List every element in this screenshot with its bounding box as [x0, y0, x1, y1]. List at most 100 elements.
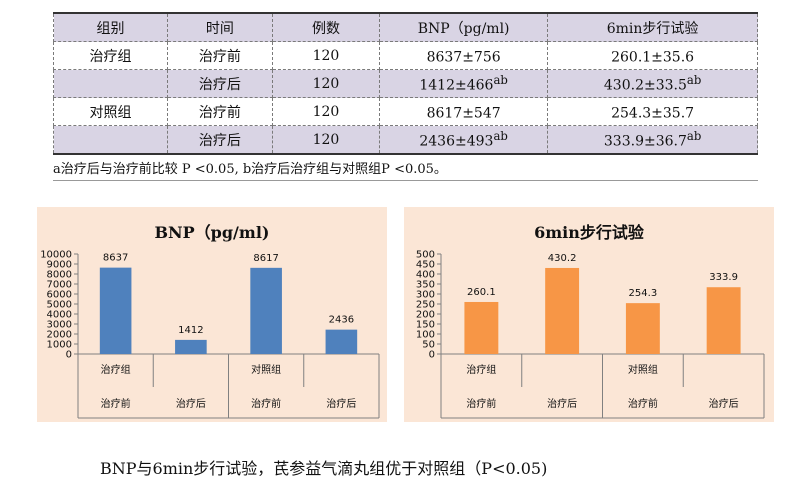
table-header-row: 组别 时间 例数 BNP（pg/ml) 6min步行试验	[53, 12, 758, 42]
bar	[545, 267, 580, 354]
y-tick-label: 1000	[47, 340, 72, 351]
data-label: 2436	[329, 315, 354, 326]
data-label: 8637	[103, 253, 128, 264]
y-tick-label: 400	[416, 270, 435, 281]
bnp-chart-panel: BNP（pg/ml) 0 1000 2000 3000 4000 5000 6000 7000…	[37, 207, 387, 422]
bar	[706, 287, 741, 354]
header-walk: 6min步行试验	[547, 12, 758, 42]
y-tick-label: 3000	[47, 320, 72, 331]
cell-group: 治疗组	[53, 41, 168, 70]
y-tick-label: 300	[416, 290, 435, 301]
cell-bnp: 8637±756	[379, 41, 549, 70]
bar	[325, 329, 358, 354]
cell-walk: 333.9±36.7ab	[547, 125, 758, 155]
chart-title: 6min步行试验	[534, 223, 644, 242]
x-tick-label-group: 对照组	[628, 363, 658, 376]
y-tick-label: 5000	[47, 300, 72, 311]
x-tick-label-time: 治疗后	[547, 397, 577, 410]
bnp-chart: 0100020003000400050006000700080009000100…	[40, 250, 380, 419]
bar	[99, 267, 132, 354]
table-row: 治疗后 120 2436±493ab 333.9±36.7ab	[53, 125, 758, 155]
cell-bnp: 1412±466ab	[379, 69, 549, 98]
bnp-value: 2436±493	[419, 133, 494, 150]
x-tick-label-time: 治疗前	[628, 397, 658, 410]
cell-group	[53, 125, 168, 155]
bnp-sup: ab	[493, 73, 508, 88]
header-bnp: BNP（pg/ml)	[379, 12, 549, 42]
header-group: 组别	[53, 12, 168, 42]
x-tick-label-time: 治疗后	[326, 397, 356, 410]
walk-value: 260.1±35.6	[611, 49, 695, 66]
cell-time: 治疗前	[166, 41, 273, 70]
header-time: 时间	[166, 12, 273, 42]
y-tick-label: 250	[416, 300, 435, 311]
walk-sup: ab	[686, 129, 702, 144]
y-tick-label: 200	[416, 310, 435, 321]
caption: BNP与6min步行试验，芪参益气滴丸组优于对照组（P<0.05)	[100, 459, 548, 478]
y-tick-label: 6000	[47, 290, 72, 301]
data-label: 333.9	[709, 272, 738, 283]
cell-walk: 254.3±35.7	[547, 97, 758, 126]
y-tick-label: 150	[416, 320, 435, 331]
data-label: 254.3	[629, 288, 658, 299]
x-tick-label-time: 治疗前	[466, 397, 496, 410]
cell-time: 治疗前	[166, 97, 273, 126]
bar	[175, 339, 207, 354]
cell-group	[53, 69, 168, 98]
cell-walk: 260.1±35.6	[547, 41, 758, 70]
cell-bnp: 8617±547	[379, 97, 549, 126]
header-count: 例数	[271, 12, 381, 42]
cell-group: 对照组	[53, 97, 168, 126]
cell-count: 120	[271, 41, 381, 70]
cell-count: 120	[271, 97, 381, 126]
x-tick-label-time: 治疗前	[251, 397, 281, 410]
y-tick-label: 100	[416, 330, 435, 341]
bnp-value: 8617±547	[426, 105, 501, 122]
y-tick-label: 7000	[47, 280, 72, 291]
walk-value: 430.2±33.5	[603, 77, 687, 94]
bnp-sup: ab	[493, 129, 508, 144]
x-tick-label-time: 治疗前	[101, 397, 131, 410]
bar	[250, 267, 282, 354]
x-tick-label-group: 对照组	[251, 363, 281, 376]
table-footnote: a治疗后与治疗前比较 P <0.05, b治疗后治疗组与对照组P <0.05。	[53, 162, 447, 177]
x-tick-label-group: 治疗组	[466, 363, 496, 376]
y-tick-label: 4000	[47, 310, 72, 321]
bar	[625, 303, 660, 354]
bnp-value: 1412±466	[419, 77, 494, 94]
y-tick-label: 10000	[40, 250, 72, 261]
y-tick-label: 8000	[47, 270, 72, 281]
data-label: 260.1	[467, 287, 496, 298]
walk-sup: ab	[686, 73, 702, 88]
table-row: 治疗后 120 1412±466ab 430.2±33.5ab	[53, 69, 758, 98]
data-label: 1412	[178, 325, 203, 336]
walk-value: 333.9±36.7	[603, 133, 687, 150]
chart-title: BNP（pg/ml)	[154, 223, 270, 242]
y-tick-label: 350	[416, 280, 435, 291]
y-tick-label: 2000	[47, 330, 72, 341]
data-label: 430.2	[548, 253, 577, 264]
table-row: 治疗组 治疗前 120 8637±756 260.1±35.6	[53, 41, 758, 70]
y-tick-label: 9000	[47, 260, 72, 271]
cell-walk: 430.2±33.5ab	[547, 69, 758, 98]
x-tick-label-time: 治疗后	[709, 397, 739, 410]
cell-bnp: 2436±493ab	[379, 125, 549, 155]
table-row: 对照组 治疗前 120 8617±547 254.3±35.7	[53, 97, 758, 126]
cell-time: 治疗后	[166, 69, 273, 98]
results-table: 组别 时间 例数 BNP（pg/ml) 6min步行试验 治疗组 治疗前 120…	[53, 12, 758, 155]
bnp-value: 8637±756	[426, 49, 501, 66]
divider	[53, 180, 758, 181]
y-tick-label: 50	[422, 340, 435, 351]
cell-time: 治疗后	[166, 125, 273, 155]
y-tick-label: 500	[416, 250, 435, 261]
x-tick-label-time: 治疗后	[176, 397, 206, 410]
y-tick-label: 0	[429, 350, 435, 361]
cell-count: 120	[271, 69, 381, 98]
bar	[464, 301, 499, 354]
y-tick-label: 450	[416, 260, 435, 271]
cell-count: 120	[271, 125, 381, 155]
walk-value: 254.3±35.7	[611, 105, 695, 122]
x-tick-label-group: 治疗组	[101, 363, 131, 376]
y-tick-label: 0	[66, 350, 72, 361]
